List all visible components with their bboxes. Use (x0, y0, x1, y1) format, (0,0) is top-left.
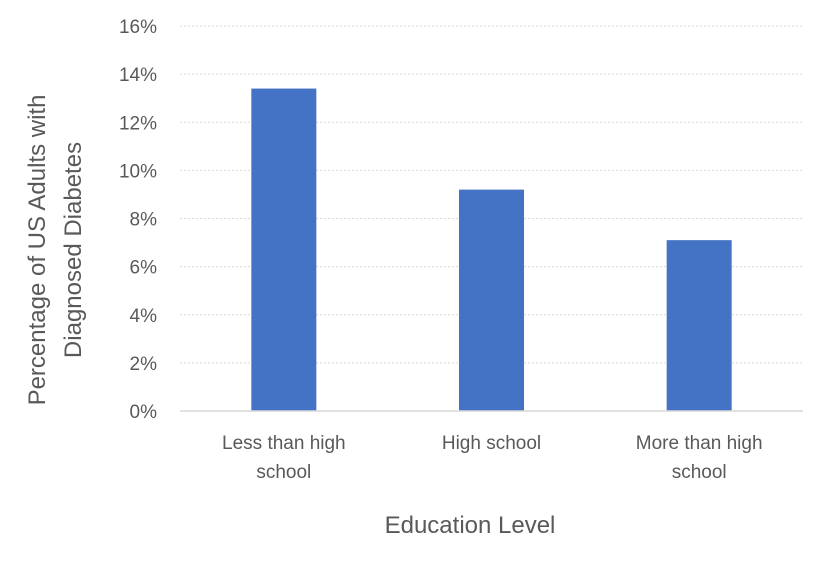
x-axis-title: Education Level (385, 512, 556, 539)
y-axis-title: Percentage of US Adults with Diagnosed Di… (24, 95, 87, 406)
x-tick-label: school (672, 462, 727, 483)
y-tick-labels: 0% 2% 4% 6% 8% 10% 12% 14% 16% (119, 17, 157, 423)
y-tick-label: 14% (119, 65, 157, 86)
bar (459, 189, 524, 411)
x-tick-label: High school (442, 433, 541, 454)
x-tick-label: More than high (636, 433, 763, 454)
y-tick-label: 8% (130, 210, 158, 231)
bar (251, 88, 317, 411)
y-tick-label: 10% (119, 161, 157, 182)
y-tick-label: 2% (130, 354, 158, 375)
x-tick-label: Less than high (222, 433, 346, 454)
y-axis-title-line: Diagnosed Diabetes (60, 142, 87, 358)
y-tick-label: 0% (130, 402, 158, 423)
y-axis-title-line: Percentage of US Adults with (24, 95, 51, 406)
bars (251, 88, 732, 411)
y-tick-label: 6% (130, 258, 158, 279)
y-tick-label: 16% (119, 17, 157, 38)
y-tick-label: 12% (119, 113, 157, 134)
x-tick-label: school (256, 462, 311, 483)
x-tick-labels: Less than high school High school More than… (222, 433, 763, 483)
y-tick-label: 4% (130, 306, 158, 327)
bar (666, 240, 732, 411)
